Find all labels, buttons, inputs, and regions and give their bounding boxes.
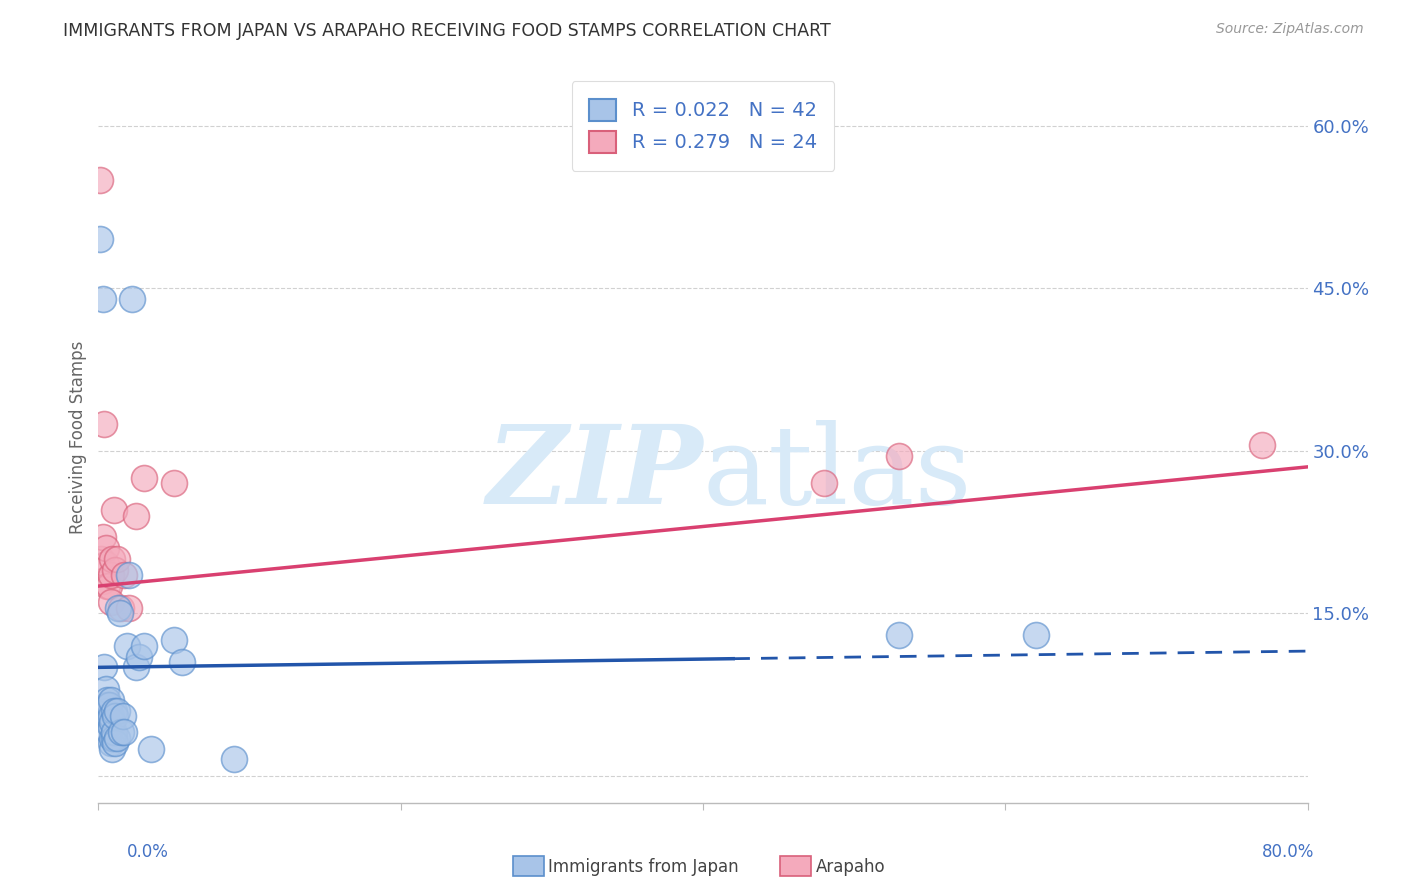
- Point: [100, 595, 122, 609]
- Point: [100, 693, 122, 707]
- Point: [105, 552, 128, 566]
- Point: [89, 172, 111, 186]
- Y-axis label: Receiving Food Stamps: Receiving Food Stamps: [69, 341, 87, 533]
- Point: [91, 292, 114, 306]
- Point: [224, 752, 246, 766]
- Point: [91, 574, 114, 588]
- Point: [163, 633, 186, 648]
- Text: IMMIGRANTS FROM JAPAN VS ARAPAHO RECEIVING FOOD STAMPS CORRELATION CHART: IMMIGRANTS FROM JAPAN VS ARAPAHO RECEIVI…: [63, 22, 831, 40]
- Point: [96, 579, 118, 593]
- Point: [91, 530, 114, 544]
- Point: [103, 704, 125, 718]
- Point: [94, 704, 117, 718]
- Point: [93, 417, 115, 431]
- Text: 0.0%: 0.0%: [127, 843, 169, 861]
- Text: Arapaho: Arapaho: [815, 858, 886, 876]
- Point: [1251, 438, 1274, 452]
- Point: [96, 698, 118, 713]
- Point: [103, 725, 125, 739]
- Point: [118, 600, 141, 615]
- Point: [89, 232, 111, 246]
- Point: [98, 579, 121, 593]
- Point: [111, 709, 134, 723]
- Point: [96, 693, 118, 707]
- Point: [128, 649, 150, 664]
- Point: [90, 552, 112, 566]
- Point: [104, 736, 127, 750]
- Point: [163, 476, 186, 491]
- Point: [889, 628, 911, 642]
- Point: [141, 741, 163, 756]
- Point: [115, 639, 138, 653]
- Legend: R = 0.022   N = 42, R = 0.279   N = 24: R = 0.022 N = 42, R = 0.279 N = 24: [572, 81, 834, 170]
- Point: [98, 725, 121, 739]
- Point: [100, 736, 122, 750]
- Point: [132, 471, 155, 485]
- Point: [94, 558, 117, 572]
- Text: 80.0%: 80.0%: [1263, 843, 1315, 861]
- Point: [98, 698, 121, 713]
- Point: [101, 714, 124, 729]
- Point: [104, 563, 127, 577]
- Point: [125, 660, 148, 674]
- Point: [93, 660, 115, 674]
- Point: [100, 568, 122, 582]
- Point: [100, 720, 122, 734]
- Text: Immigrants from Japan: Immigrants from Japan: [548, 858, 740, 876]
- Point: [110, 725, 132, 739]
- Point: [125, 508, 148, 523]
- Point: [96, 714, 118, 729]
- Point: [112, 568, 135, 582]
- Point: [94, 541, 117, 556]
- Point: [101, 731, 124, 745]
- Text: Source: ZipAtlas.com: Source: ZipAtlas.com: [1216, 22, 1364, 37]
- Point: [101, 741, 124, 756]
- Point: [1024, 628, 1046, 642]
- Point: [101, 552, 124, 566]
- Point: [104, 709, 127, 723]
- Point: [170, 655, 193, 669]
- Point: [889, 449, 911, 463]
- Point: [100, 709, 122, 723]
- Point: [105, 704, 128, 718]
- Point: [103, 731, 125, 745]
- Point: [94, 681, 117, 696]
- Point: [107, 600, 129, 615]
- Point: [112, 725, 135, 739]
- Point: [98, 709, 121, 723]
- Point: [103, 503, 125, 517]
- Point: [108, 606, 131, 620]
- Point: [110, 600, 132, 615]
- Point: [105, 731, 128, 745]
- Point: [132, 639, 155, 653]
- Text: ZIP: ZIP: [486, 420, 703, 527]
- Point: [813, 476, 835, 491]
- Point: [121, 292, 143, 306]
- Point: [118, 568, 141, 582]
- Text: atlas: atlas: [703, 420, 973, 527]
